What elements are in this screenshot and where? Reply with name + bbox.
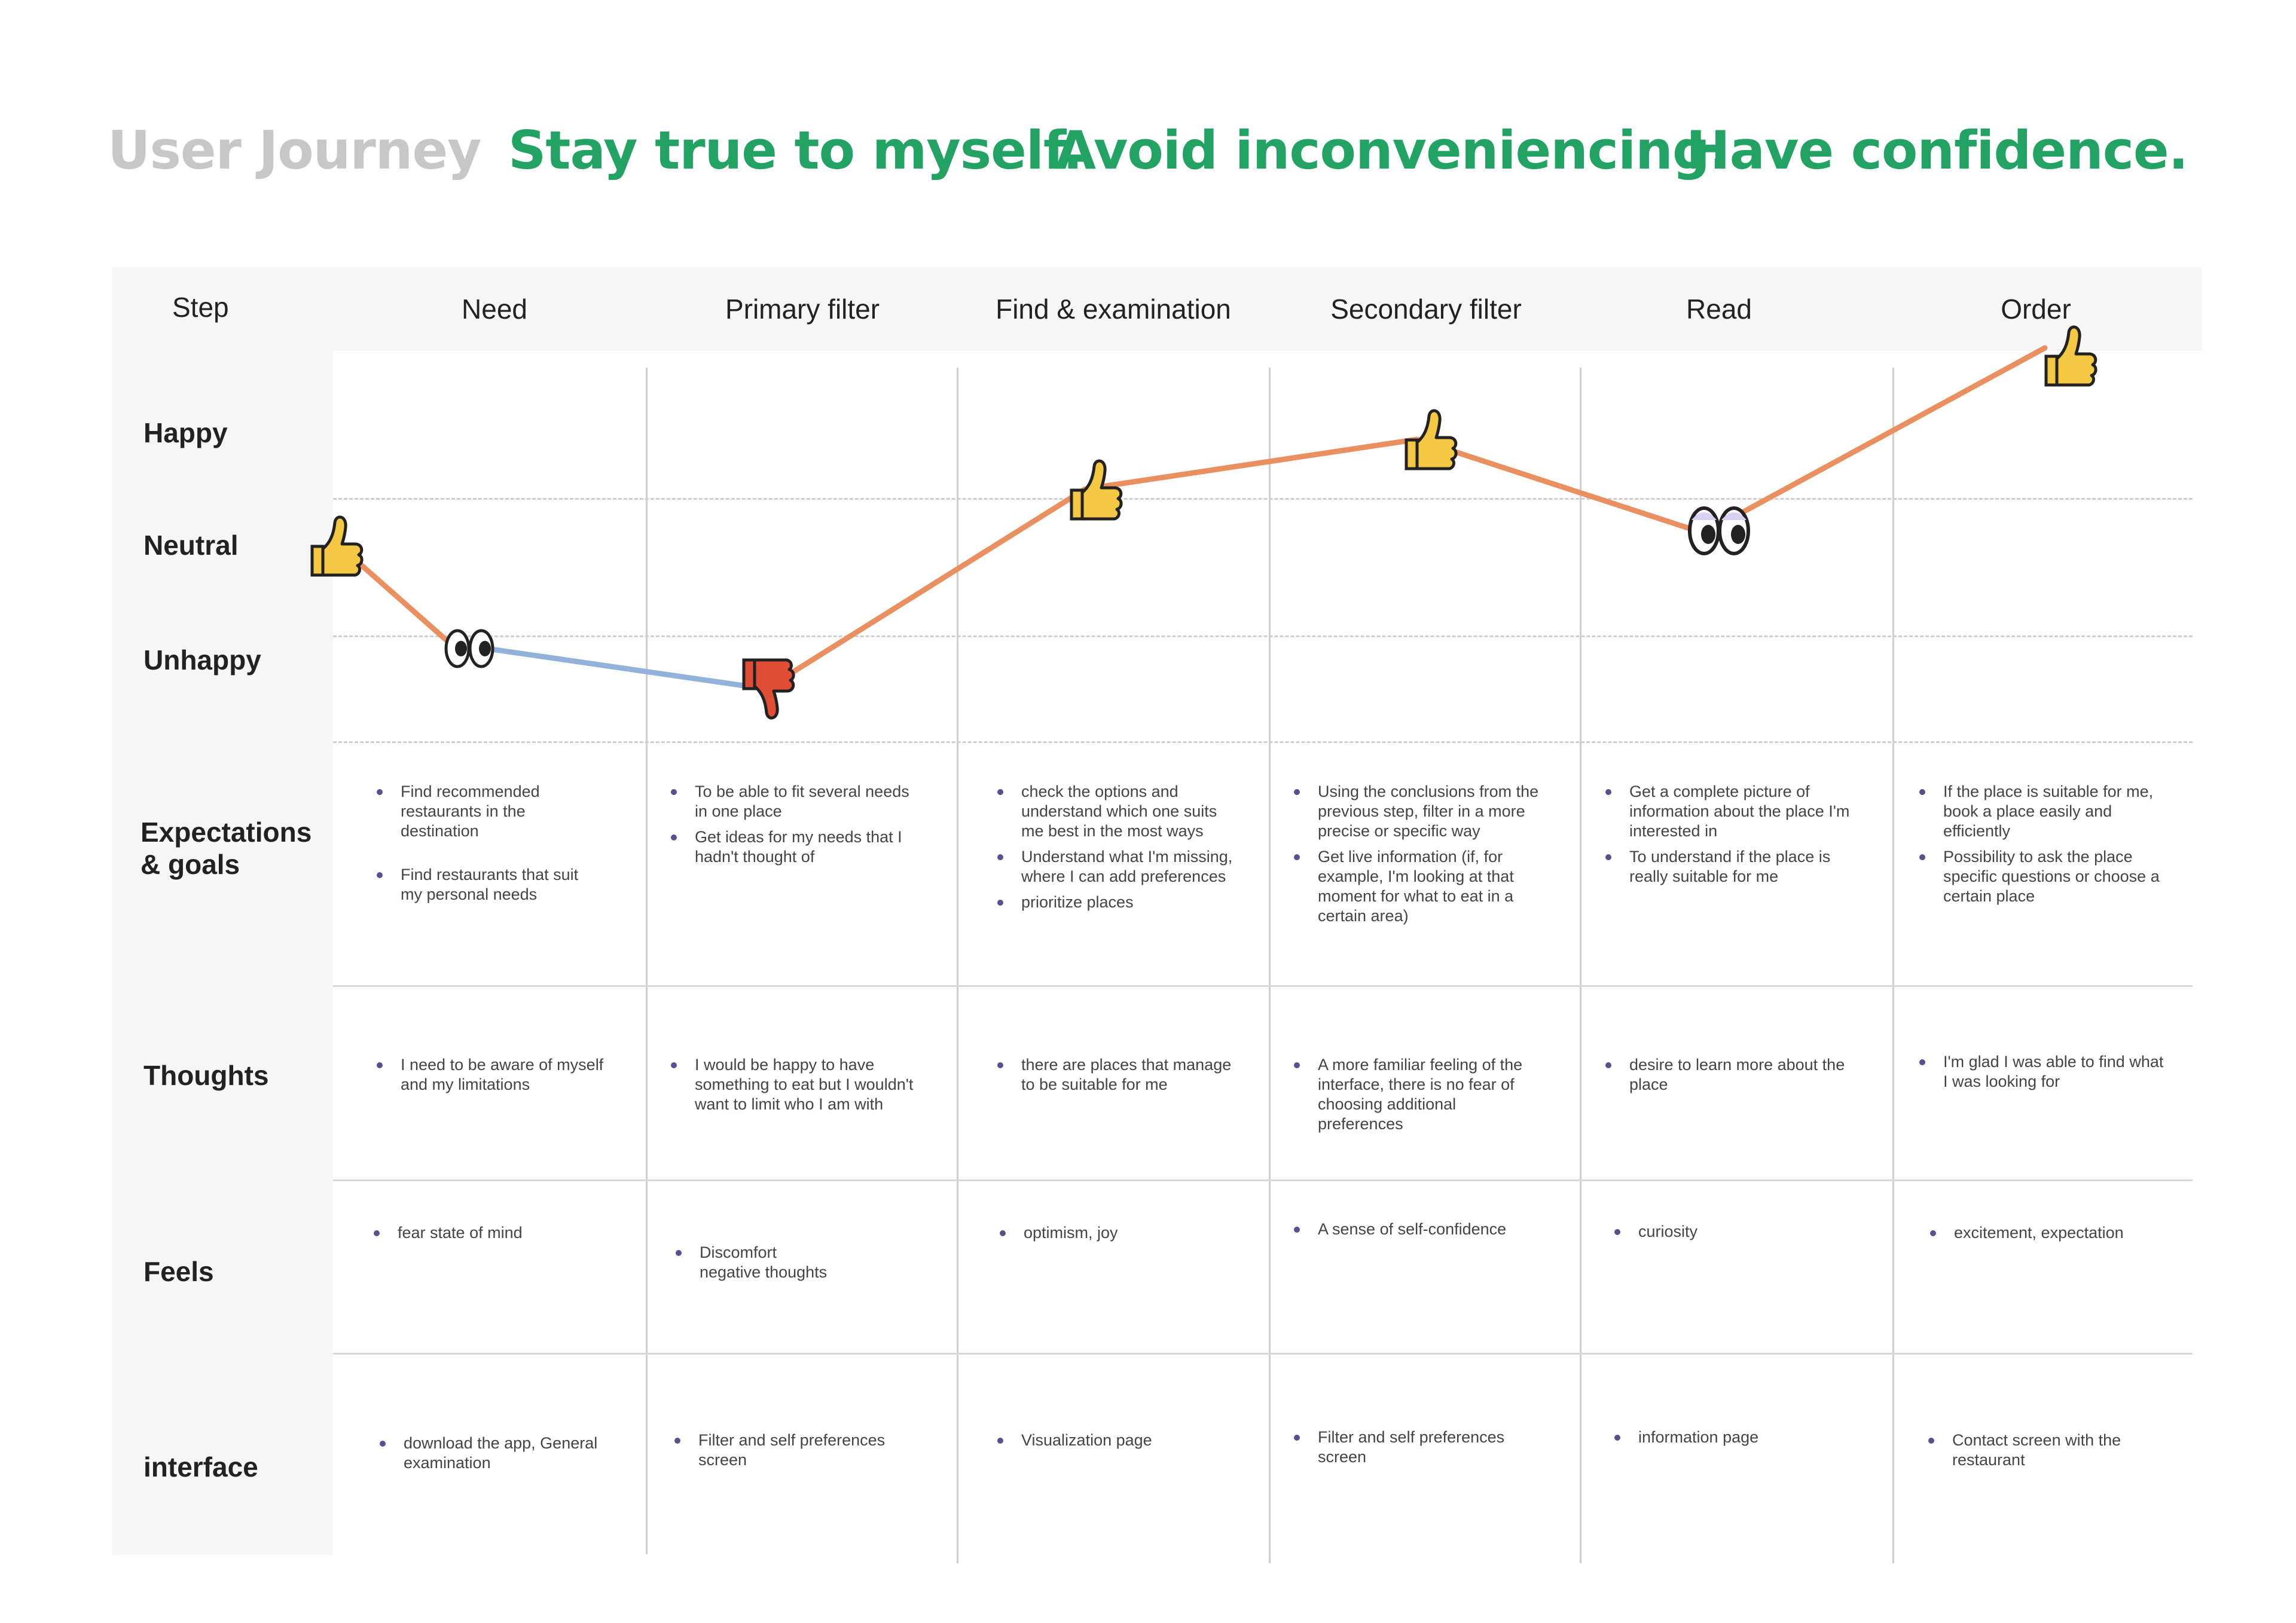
row-divider-feels	[333, 1353, 2193, 1355]
curve-segment-3	[765, 345, 2048, 690]
step-header-bar	[112, 267, 2202, 351]
step-read: Read	[1686, 294, 1752, 325]
interface-need: download the app, General examination	[380, 1434, 619, 1479]
thoughts-find-examination: there are places that manage to be suita…	[997, 1055, 1242, 1101]
column-divider-1	[646, 368, 648, 1554]
list-item: To be able to fit several needs in one p…	[671, 782, 916, 821]
expectations-secondary-filter: Using the conclusions from the previous …	[1294, 782, 1539, 932]
list-item: Find restaurants that suit my personal n…	[377, 865, 604, 904]
list-item: I would be happy to have something to ea…	[671, 1055, 916, 1114]
step-secondary-filter: Secondary filter	[1330, 294, 1522, 325]
level-neutral-label: Neutral	[144, 530, 239, 561]
level-unhappy-label: Unhappy	[144, 644, 261, 676]
list-item: optimism, joy	[1000, 1223, 1245, 1243]
list-item: To understand if the place is really sui…	[1605, 847, 1851, 887]
list-item: prioritize places	[997, 893, 1242, 912]
column-divider-2	[957, 368, 958, 1563]
value-statement-1: Stay true to myself.	[508, 120, 1083, 181]
feels-primary-filter: Discomfort negative thoughts	[676, 1223, 921, 1308]
list-item: fear state of mind	[374, 1223, 619, 1243]
row-label-column	[112, 267, 333, 1555]
list-item: Get a complete picture of information ab…	[1605, 782, 1851, 841]
list-item: Possibility to ask the place specific qu…	[1919, 847, 2164, 906]
step-header-label: Step	[172, 292, 229, 323]
list-item: Understand what I'm missing, where I can…	[997, 847, 1242, 887]
list-item: If the place is suitable for me, book a …	[1919, 782, 2164, 841]
thumbs-down-icon	[742, 658, 795, 720]
expectations-goals-label: Expectations & goals	[141, 817, 312, 880]
list-item: A sense of self-confidence	[1294, 1219, 1539, 1239]
feels-order: excitement, expectation	[1930, 1223, 2175, 1249]
interface-label: interface	[144, 1451, 258, 1483]
list-item: Visualization page	[997, 1431, 1242, 1450]
expectations-primary-filter: To be able to fit several needs in one p…	[671, 782, 916, 873]
thoughts-secondary-filter: A more familiar feeling of the interface…	[1294, 1055, 1539, 1140]
thoughts-order: I'm glad I was able to find what I was l…	[1919, 1052, 2164, 1098]
step-need: Need	[462, 294, 527, 325]
column-divider-4	[1580, 368, 1581, 1563]
list-item: Filter and self preferences screen	[674, 1431, 920, 1470]
step-order: Order	[2001, 294, 2071, 325]
emotion-bottom-dashed-line	[333, 741, 2193, 743]
list-item: there are places that manage to be suita…	[997, 1055, 1242, 1095]
eyes-icon	[1688, 506, 1750, 555]
thumbs-up-icon	[1070, 459, 1123, 521]
interface-find-examination: Visualization page	[997, 1431, 1242, 1456]
list-item: excitement, expectation	[1930, 1223, 2175, 1243]
list-item: information page	[1614, 1428, 1860, 1447]
thumbs-up-icon	[2044, 325, 2097, 387]
list-item: I need to be aware of myself and my limi…	[377, 1055, 604, 1095]
feels-label: Feels	[144, 1256, 214, 1287]
step-find-examination: Find & examination	[996, 294, 1231, 325]
list-item: Get ideas for my needs that I hadn't tho…	[671, 827, 916, 867]
list-item: Get live information (if, for example, I…	[1294, 847, 1539, 926]
value-statement-2: Avoid inconveniencing.	[1055, 120, 1729, 181]
interface-secondary-filter: Filter and self preferences screen	[1294, 1428, 1539, 1473]
thumbs-up-icon	[310, 515, 364, 577]
column-divider-5	[1892, 368, 1894, 1563]
curve-segment-2	[463, 643, 759, 690]
thoughts-need: I need to be aware of myself and my limi…	[377, 1055, 604, 1101]
list-item: download the app, General examination	[380, 1434, 619, 1473]
list-item: Find recommended restaurants in the dest…	[377, 782, 604, 841]
interface-primary-filter: Filter and self preferences screen	[674, 1431, 920, 1476]
level-happy-label: Happy	[144, 417, 228, 448]
list-item: desire to learn more about the place	[1605, 1055, 1851, 1095]
list-item: Filter and self preferences screen	[1294, 1428, 1539, 1467]
thumbs-up-icon	[1405, 409, 1458, 470]
thoughts-primary-filter: I would be happy to have something to ea…	[671, 1055, 916, 1120]
list-item: Discomfort negative thoughts	[676, 1243, 921, 1282]
thoughts-read: desire to learn more about the place	[1605, 1055, 1851, 1101]
interface-order: Contact screen with the restaurant	[1928, 1431, 2173, 1476]
feels-find-examination: optimism, joy	[1000, 1223, 1245, 1249]
page-title: User Journey	[108, 120, 481, 181]
expectations-read: Get a complete picture of information ab…	[1605, 782, 1851, 893]
feels-need: fear state of mind	[374, 1223, 619, 1249]
list-item: Using the conclusions from the previous …	[1294, 782, 1539, 841]
value-statement-3: Have confidence.	[1686, 120, 2188, 181]
step-primary-filter: Primary filter	[725, 294, 880, 325]
neutral-dashed-line	[333, 498, 2193, 500]
row-divider-expectations	[333, 985, 2193, 987]
feels-read: curiosity	[1614, 1222, 1860, 1248]
expectations-order: If the place is suitable for me, book a …	[1919, 782, 2164, 912]
expectations-find-examination: check the options and understand which o…	[997, 782, 1242, 918]
column-divider-3	[1269, 368, 1271, 1563]
list-item: Contact screen with the restaurant	[1928, 1431, 2173, 1470]
feels-secondary-filter: A sense of self-confidence	[1294, 1219, 1539, 1245]
unhappy-dashed-line	[333, 635, 2193, 637]
expectations-need: Find recommended restaurants in the dest…	[377, 782, 604, 910]
list-item: A more familiar feeling of the interface…	[1294, 1055, 1539, 1134]
list-item: check the options and understand which o…	[997, 782, 1242, 841]
list-item: curiosity	[1614, 1222, 1860, 1242]
interface-read: information page	[1614, 1428, 1860, 1453]
list-item: I'm glad I was able to find what I was l…	[1919, 1052, 2164, 1092]
thoughts-label: Thoughts	[144, 1060, 269, 1091]
row-divider-thoughts	[333, 1179, 2193, 1181]
eyes-icon	[444, 629, 494, 668]
